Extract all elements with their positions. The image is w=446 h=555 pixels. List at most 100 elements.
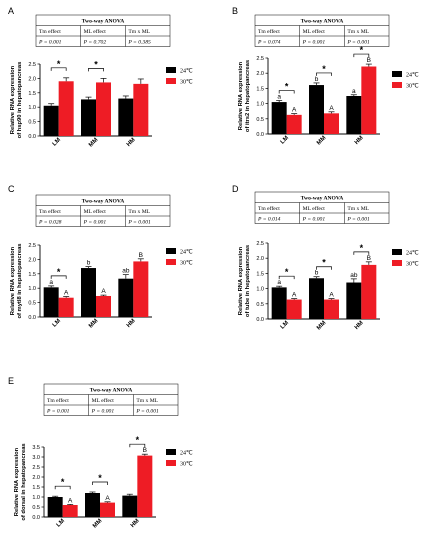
significance-star: * [94,59,98,69]
significance-bracket [88,68,104,72]
group-letter: b [87,260,91,267]
y-tick-label: 2.0 [28,257,36,263]
anova-title: Two-way ANOVA [90,388,133,394]
significance-star: * [57,267,61,277]
legend-swatch [166,67,176,73]
legend-swatch [166,78,176,84]
bar-plot: 0.0 0.5 1.0 1.5 2.0 2.5 3.0 3.5 Relative RNA exp… [14,435,156,529]
y-axis-label-line: of dorsal in hepatopancreas [21,443,27,520]
x-tick-label: MM [316,320,327,331]
anova-value: P = 0.001 [46,409,70,415]
anova-value: P = 0.001 [302,217,326,223]
bar-plot: 0.0 0.5 1.0 1.5 2.0 2.5 Relative RNA expressio… [238,241,380,331]
bar [47,497,63,517]
y-tick-label: 0.5 [256,117,264,123]
group-letter: A [105,495,110,502]
anova-header: Tm effect [39,28,61,35]
y-tick-label: 1.5 [28,272,36,278]
y-axis-label: Relative RNA expressionof itrs2 in hepat… [238,60,251,132]
bar [324,113,339,134]
y-tick-label: 2.0 [256,256,264,262]
y-axis-label-line: Relative RNA expression [14,447,20,516]
legend-swatch [166,248,176,254]
anova-header: ML effect [84,28,107,35]
panel-d: D Two-way ANOVA Tm effect ML effect Tm x ML P… [232,184,419,331]
y-tick-label: 1.5 [28,91,36,97]
bar [133,261,149,317]
anova-header: Tm x ML [347,29,369,35]
anova-value: P = 0.001 [135,409,159,415]
x-tick-label: LM [280,320,290,330]
significance-star: * [360,243,364,253]
legend-label: 24℃ [180,69,193,75]
bar [271,287,287,319]
anova-border [254,191,390,224]
anova-border [35,14,171,47]
significance-bracket [278,90,295,94]
group-letter: B [139,252,143,259]
anova-table: Two-way ANOVA Tm effect ML effect Tm x ML P … [35,14,171,47]
x-tick-label: HM [126,137,137,148]
significance-bracket [353,53,370,58]
y-axis-label: Relative RNA expressionof tube in hepato… [238,245,251,317]
x-tick-label: LM [56,518,66,528]
y-tick-label: 0.0 [256,317,264,323]
x-tick-label: MM [88,318,99,329]
significance-star: * [285,267,289,277]
x-tick-label: HM [130,518,141,529]
x-tick-label: HM [354,320,365,331]
panel-letter: B [232,6,238,16]
y-tick-label: 2.5 [28,243,36,249]
panel-letter: A [8,6,14,16]
y-axis-label-line: Relative RNA expression [238,61,244,130]
significance-bracket [92,481,108,485]
y-tick-label: 1.5 [256,86,264,92]
bar [81,268,96,317]
group-letter: ab [350,272,358,279]
x-tick-label: LM [52,318,62,328]
significance-star: * [322,258,326,268]
anova-value: P = 0.001 [91,409,115,415]
anova-header: Tm x ML [136,398,158,404]
bar [118,278,134,317]
legend-label: 30℃ [406,262,419,268]
anova-header: ML effect [84,208,107,215]
legend-swatch [392,260,402,266]
group-letter: A [329,292,334,299]
y-tick-label: 0.5 [28,120,36,126]
y-tick-label: 0.5 [256,302,264,308]
bar [346,96,362,134]
panel-e: E Two-way ANOVA Tm effect ML effect Tm x ML P… [8,376,193,529]
bar [85,493,100,517]
bar [286,114,302,134]
anova-header: Tm effect [258,205,280,212]
bar [100,502,115,517]
bar [58,81,74,136]
significance-star: * [285,82,289,92]
significance-star: * [322,64,326,74]
significance-star: * [136,435,140,445]
anova-table: Two-way ANOVA Tm effect ML effect Tm x ML P … [43,383,179,416]
anova-value: P = 0.385 [127,40,151,46]
significance-star: * [360,45,364,55]
anova-value: P = 0.001 [346,217,370,223]
y-tick-label: 2.5 [32,465,40,471]
y-tick-label: 2.0 [256,71,264,77]
y-tick-label: 0.0 [256,132,264,138]
anova-value: P = 0.074 [257,40,281,46]
x-tick-label: HM [354,135,365,146]
x-tick-label: LM [280,135,290,145]
y-tick-label: 2.0 [32,475,40,481]
legend-label: 24℃ [180,250,193,256]
anova-table: Two-way ANOVA Tm effect ML effect Tm x ML P … [35,194,171,227]
y-tick-label: 3.5 [32,445,40,451]
anova-value: P = 0.001 [83,220,107,226]
y-tick-label: 1.0 [32,495,40,501]
legend: 24℃ 30℃ [166,248,193,267]
anova-value: P = 0.001 [127,220,151,226]
y-tick-label: 1.0 [28,286,36,292]
group-letter: a [277,279,281,286]
y-tick-label: 1.0 [256,287,264,293]
significance-bracket [316,72,332,76]
anova-border [43,383,179,416]
